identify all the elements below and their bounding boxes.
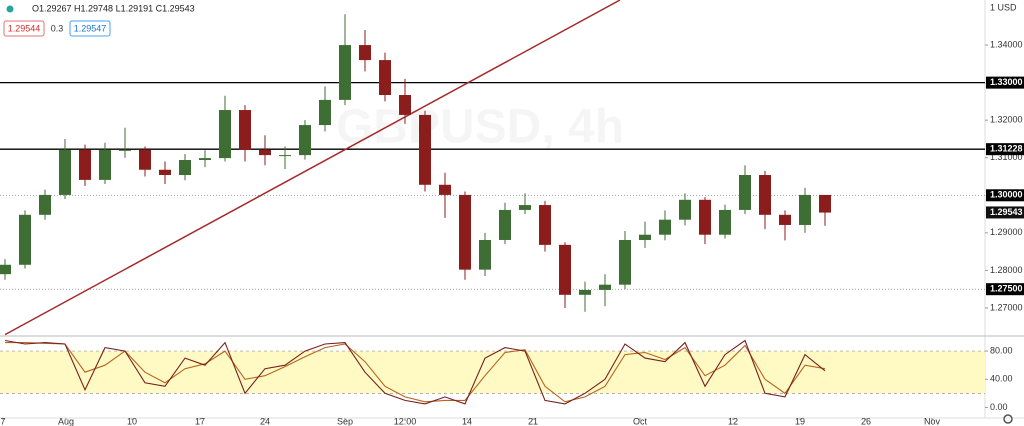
last-price-box	[986, 206, 1024, 219]
candle-body	[279, 155, 291, 157]
x-tick-label: 12	[728, 416, 738, 426]
ask-price[interactable]: 1.29547	[74, 23, 107, 33]
x-tick-label: 21	[528, 416, 538, 426]
x-tick-label: Nov	[924, 416, 941, 426]
ohlc-header: O1.29267 H1.29748 L1.29191 C1.29543	[32, 3, 195, 13]
y-tick-label: 1.34000	[990, 39, 1023, 49]
x-tick-label: 19	[795, 416, 805, 426]
stoch-line	[4, 339, 826, 405]
x-tick-label: 12:00	[394, 416, 417, 426]
spread: 0.3	[51, 23, 64, 33]
candle-body	[459, 194, 471, 270]
candle-body	[439, 184, 451, 195]
price-label: 1.33000	[990, 77, 1023, 87]
candle-body	[559, 244, 571, 295]
candle-body	[179, 159, 191, 176]
candle-body	[0, 264, 11, 275]
candle-body	[679, 199, 691, 220]
candle-body	[319, 99, 331, 126]
candle-body	[259, 149, 271, 156]
candle-body	[759, 175, 771, 215]
bid-price[interactable]: 1.29544	[8, 23, 41, 33]
y-tick-label: 1.27000	[990, 302, 1023, 312]
candle-body	[539, 205, 551, 245]
candle-body	[99, 149, 111, 180]
candle-body	[219, 110, 231, 159]
stoch-line	[5, 342, 826, 403]
price-label: 1.27500	[990, 284, 1023, 294]
candle-body	[479, 239, 491, 270]
x-tick-label: 10	[127, 416, 137, 426]
currency-label[interactable]: 1 USD	[990, 2, 1017, 12]
candle-body	[799, 194, 811, 225]
candle-body	[199, 158, 211, 160]
price-label-box	[986, 189, 1024, 202]
stoch-band	[0, 351, 985, 394]
y-tick-label: 1.29000	[990, 227, 1023, 237]
price-label-box	[986, 143, 1024, 156]
candle-body	[519, 205, 531, 210]
price-label-box	[986, 76, 1024, 89]
candle-body	[819, 194, 831, 213]
candle-body	[379, 60, 391, 96]
y-tick-label: 1.28000	[990, 265, 1023, 275]
candle-body	[639, 234, 651, 240]
candle-body	[579, 289, 591, 295]
candle-body	[139, 149, 151, 170]
price-label: 1.31228	[990, 144, 1023, 154]
bid-box[interactable]	[3, 20, 45, 37]
y-tick-label: 40.00	[990, 374, 1013, 384]
candle-body	[19, 214, 31, 265]
x-tick-label: 14	[462, 416, 472, 426]
candle-body	[719, 209, 731, 235]
candle-body	[399, 95, 411, 115]
candle-body	[79, 149, 91, 180]
candle-body	[659, 219, 671, 235]
candle-body	[39, 194, 51, 215]
y-tick-label: 1.32000	[990, 115, 1023, 125]
candle-body	[119, 149, 131, 151]
watermark: GBPUSD, 4h	[336, 101, 624, 154]
candle-body	[499, 209, 511, 240]
x-tick-label: Aug	[58, 416, 74, 426]
settings-icon[interactable]	[1003, 414, 1013, 424]
trendline	[4, 0, 621, 336]
x-tick-label: 7	[0, 416, 5, 426]
candle-body	[339, 45, 351, 100]
candle-body	[239, 110, 251, 150]
candle-body	[159, 169, 171, 176]
x-tick-label: 24	[260, 416, 270, 426]
y-tick-label: 0.00	[990, 402, 1008, 412]
candle-body	[739, 175, 751, 210]
x-tick-label: 26	[861, 416, 871, 426]
ask-box[interactable]	[69, 20, 111, 37]
x-tick-label: Sep	[337, 416, 353, 426]
x-tick-label: 17	[195, 416, 205, 426]
last-price-label: 1.29543	[990, 207, 1023, 217]
candle-body	[599, 284, 611, 290]
status-dot	[6, 5, 14, 13]
y-tick-label: 80.00	[990, 345, 1013, 355]
candle-body	[419, 114, 431, 185]
x-tick-label: Oct	[633, 416, 648, 426]
price-label-box	[986, 283, 1024, 296]
y-tick-label: 1.31000	[990, 152, 1023, 162]
price-label: 1.30000	[990, 190, 1023, 200]
gear[interactable]	[1003, 414, 1013, 424]
candle-body	[779, 214, 791, 225]
candle-body	[359, 45, 371, 61]
candle-body	[299, 125, 311, 156]
candle-body	[59, 149, 71, 195]
candle-body	[699, 199, 711, 235]
candle-body	[619, 239, 631, 285]
